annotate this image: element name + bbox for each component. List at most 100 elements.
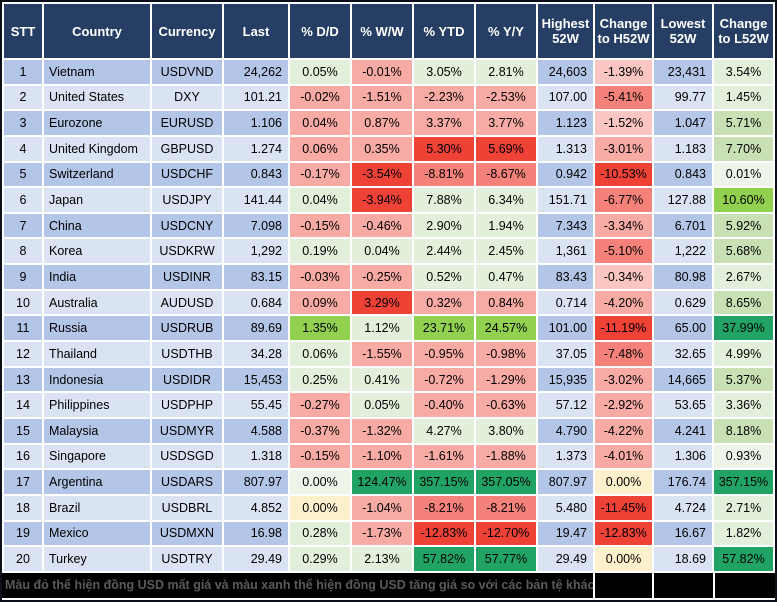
table-row: 8 Korea USDKRW 1,292 0.19% 0.04% 2.44% 2.45% 1,3… [4, 239, 773, 264]
lowest-52w-cell: 127.88 [654, 188, 712, 212]
change-to-l52w-cell: 57.82% [714, 547, 773, 571]
highest-52w-cell: 37.05 [538, 342, 593, 366]
stt-cell: 20 [4, 547, 42, 571]
pct-ww-cell: -1.04% [352, 495, 412, 520]
last-cell: 0.843 [224, 162, 288, 187]
stt-cell: 15 [4, 418, 42, 443]
currency-cell: USDSGD [152, 444, 222, 469]
pct-ytd-cell: -2.23% [414, 85, 474, 110]
country-cell: India [44, 265, 150, 289]
highest-52w-cell: 101.00 [538, 316, 593, 341]
column-header-stt: STT [4, 4, 42, 58]
pct-ytd-cell: 2.44% [414, 239, 474, 264]
column-header-lowest-52w: Lowest 52W [654, 4, 712, 58]
pct-dd-cell: -0.27% [290, 393, 350, 417]
last-cell: 89.69 [224, 316, 288, 341]
pct-ytd-cell: 3.05% [414, 60, 474, 84]
lowest-52w-cell: 65.00 [654, 316, 712, 341]
table-row: 1 Vietnam USDVND 24,262 0.05% -0.01% 3.05% 2.81… [4, 60, 773, 84]
lowest-52w-cell: 1.183 [654, 136, 712, 161]
pct-ytd-cell: -0.95% [414, 342, 474, 366]
stt-cell: 14 [4, 393, 42, 417]
currency-cell: USDARS [152, 470, 222, 494]
lowest-52w-cell: 0.629 [654, 290, 712, 315]
last-cell: 141.44 [224, 188, 288, 212]
stt-cell: 9 [4, 265, 42, 289]
footer-empty-cell [713, 572, 775, 598]
currency-cell: USDINR [152, 265, 222, 289]
pct-ww-cell: -1.51% [352, 85, 412, 110]
change-to-h52w-cell: -0.34% [595, 265, 652, 289]
highest-52w-cell: 1.123 [538, 111, 593, 135]
highest-52w-cell: 15,935 [538, 367, 593, 392]
country-cell: Argentina [44, 470, 150, 494]
pct-dd-cell: 0.19% [290, 239, 350, 264]
footnote-text: Màu đỏ thể hiện đồng USD mất giá và màu … [5, 577, 593, 592]
pct-yy-cell: 357.05% [476, 470, 536, 494]
pct-ww-cell: -0.01% [352, 60, 412, 84]
change-to-l52w-cell: 0.01% [714, 162, 773, 187]
highest-52w-cell: 19.47 [538, 521, 593, 546]
change-to-l52w-cell: 37.99% [714, 316, 773, 341]
highest-52w-cell: 107.00 [538, 85, 593, 110]
currency-cell: USDPHP [152, 393, 222, 417]
highest-52w-cell: 57.12 [538, 393, 593, 417]
table-row: 2 United States DXY 101.21 -0.02% -1.51% -2.23… [4, 85, 773, 110]
lowest-52w-cell: 53.65 [654, 393, 712, 417]
country-cell: Malaysia [44, 418, 150, 443]
pct-yy-cell: -2.53% [476, 85, 536, 110]
lowest-52w-cell: 4.724 [654, 495, 712, 520]
change-to-l52w-cell: 5.68% [714, 239, 773, 264]
pct-ww-cell: 1.12% [352, 316, 412, 341]
lowest-52w-cell: 1,222 [654, 239, 712, 264]
pct-yy-cell: 5.69% [476, 136, 536, 161]
change-to-l52w-cell: 5.71% [714, 111, 773, 135]
table-row: 3 Eurozone EURUSD 1.106 0.04% 0.87% 3.37% 3.77%… [4, 111, 773, 135]
column-header-currency: Currency [152, 4, 222, 58]
table-row: 12 Thailand USDTHB 34.28 0.06% -1.55% -0.95% -0… [4, 342, 773, 366]
change-to-h52w-cell: -3.02% [595, 367, 652, 392]
pct-dd-cell: 0.04% [290, 188, 350, 212]
pct-yy-cell: -1.29% [476, 367, 536, 392]
pct-ww-cell: 0.41% [352, 367, 412, 392]
pct-ww-cell: -3.54% [352, 162, 412, 187]
pct-ww-cell: -0.25% [352, 265, 412, 289]
footer-empty-cell [652, 572, 713, 598]
highest-52w-cell: 1,361 [538, 239, 593, 264]
stt-cell: 5 [4, 162, 42, 187]
currency-cell: USDCHF [152, 162, 222, 187]
pct-ytd-cell: -0.72% [414, 367, 474, 392]
pct-ytd-cell: 3.37% [414, 111, 474, 135]
pct-dd-cell: -0.37% [290, 418, 350, 443]
country-cell: Russia [44, 316, 150, 341]
change-to-h52w-cell: -11.45% [595, 495, 652, 520]
last-cell: 1.274 [224, 136, 288, 161]
last-cell: 101.21 [224, 85, 288, 110]
last-cell: 1.106 [224, 111, 288, 135]
change-to-l52w-cell: 8.65% [714, 290, 773, 315]
stt-cell: 7 [4, 213, 42, 238]
pct-yy-cell: 2.45% [476, 239, 536, 264]
header-row: STT Country Currency Last% D/D% W/W% YTD% Y… [4, 4, 773, 58]
currency-cell: DXY [152, 85, 222, 110]
change-to-h52w-cell: -3.01% [595, 136, 652, 161]
highest-52w-cell: 151.71 [538, 188, 593, 212]
pct-ytd-cell: 0.52% [414, 265, 474, 289]
change-to-l52w-cell: 2.71% [714, 495, 773, 520]
change-to-l52w-cell: 3.54% [714, 60, 773, 84]
currency-cell: USDRUB [152, 316, 222, 341]
pct-dd-cell: 1.35% [290, 316, 350, 341]
last-cell: 34.28 [224, 342, 288, 366]
pct-yy-cell: 3.77% [476, 111, 536, 135]
stt-cell: 11 [4, 316, 42, 341]
pct-ww-cell: 3.29% [352, 290, 412, 315]
country-cell: Indonesia [44, 367, 150, 392]
column-header-country: Country [44, 4, 150, 58]
table-row: 20 Turkey USDTRY 29.49 0.29% 2.13% 57.82% 57.77… [4, 547, 773, 571]
pct-yy-cell: 1.94% [476, 213, 536, 238]
pct-yy-cell: 3.80% [476, 418, 536, 443]
last-cell: 0.684 [224, 290, 288, 315]
pct-ytd-cell: 4.27% [414, 418, 474, 443]
currency-cell: AUDUSD [152, 290, 222, 315]
highest-52w-cell: 1.313 [538, 136, 593, 161]
